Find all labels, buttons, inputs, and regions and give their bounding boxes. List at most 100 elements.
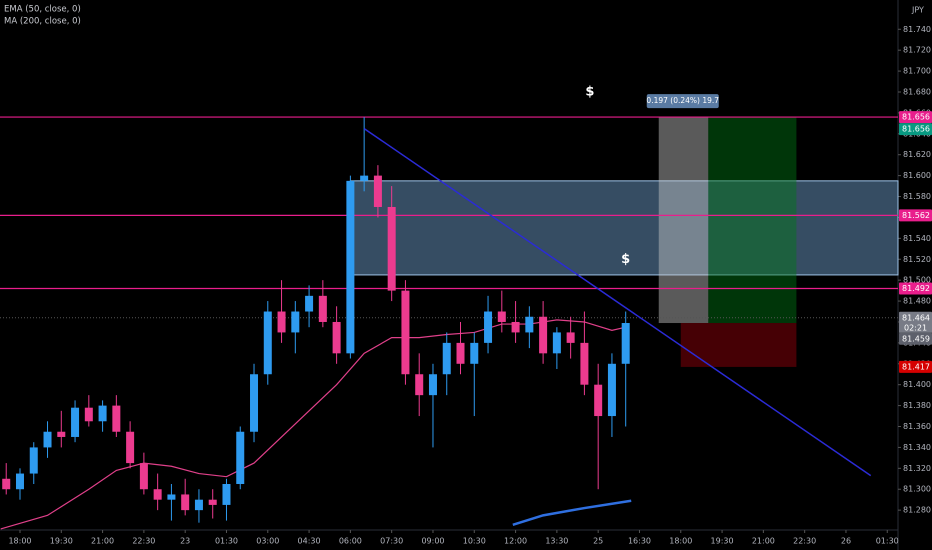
candle-body <box>84 407 93 422</box>
price-tag <box>899 332 932 345</box>
candle-body <box>607 363 616 417</box>
candle-body <box>167 494 176 500</box>
candle-body <box>250 374 259 432</box>
price-tag-label: 81.656 <box>902 125 930 134</box>
candle-body <box>29 447 38 474</box>
countdown: 02:21 <box>904 323 927 332</box>
ema-line <box>0 319 626 530</box>
x-tick-label: 09:00 <box>421 537 444 546</box>
legend-entry: EMA (50, close, 0) <box>4 5 81 15</box>
candle-body <box>387 206 396 291</box>
x-tick-label: 06:00 <box>339 537 362 546</box>
x-tick-label: 07:30 <box>380 537 403 546</box>
y-tick-label: 81.620 <box>903 150 931 159</box>
y-tick-label: 81.380 <box>903 401 931 410</box>
y-tick-label: 81.340 <box>903 443 931 452</box>
marker: $ <box>585 84 594 99</box>
price-tag-label: 81.492 <box>902 284 930 293</box>
y-tick-label: 81.540 <box>903 234 931 243</box>
price-tag <box>899 123 932 136</box>
x-tick-label: 26 <box>841 537 851 546</box>
position-gray <box>658 117 709 324</box>
x-tick-label: 22:30 <box>793 537 816 546</box>
x-tick-label: 01:30 <box>876 537 899 546</box>
price-tag-label: 81.459 <box>902 334 930 343</box>
candle-body <box>566 332 575 343</box>
candle-body <box>98 405 107 422</box>
marker: $ <box>621 252 630 267</box>
candle-body <box>525 316 534 333</box>
candle-body <box>139 463 148 490</box>
countdown-bg <box>899 322 932 333</box>
price-tag <box>899 360 932 373</box>
candle-body <box>373 175 382 207</box>
y-tick-label: 81.680 <box>903 87 931 96</box>
price-tag-label: 81.417 <box>902 362 930 371</box>
x-tick-label: 18:00 <box>8 537 31 546</box>
y-tick-label: 81.580 <box>903 192 931 201</box>
x-tick-label: 22:30 <box>132 537 155 546</box>
position-loss <box>680 323 797 367</box>
y-tick-label: 81.320 <box>903 464 931 473</box>
price-tag <box>899 111 932 124</box>
candle-body <box>552 332 561 354</box>
candle-body <box>305 295 314 312</box>
x-tick-label: 13:30 <box>545 537 568 546</box>
x-tick-label: 25 <box>593 537 603 546</box>
x-tick-label: 21:00 <box>752 537 775 546</box>
candle-body <box>112 405 121 432</box>
y-tick-label: 81.400 <box>903 380 931 389</box>
candle-body <box>346 180 355 354</box>
y-tick-label: 81.740 <box>903 25 931 34</box>
candle-body <box>580 342 589 385</box>
y-tick-label: 81.600 <box>903 171 931 180</box>
candle-body <box>291 311 300 333</box>
candle-body <box>71 407 80 437</box>
y-tick-label: 81.700 <box>903 67 931 76</box>
x-tick-label: 16:30 <box>628 537 651 546</box>
candle-body <box>126 431 135 464</box>
y-tick-label: 81.720 <box>903 46 931 55</box>
candle-body <box>484 311 493 343</box>
x-tick-label: 03:00 <box>256 537 279 546</box>
x-tick-label: 01:30 <box>215 537 238 546</box>
candle-body <box>360 175 369 181</box>
y-tick-label: 81.480 <box>903 297 931 306</box>
x-tick-label: 10:30 <box>463 537 486 546</box>
candle-body <box>456 342 465 364</box>
candle-body <box>470 342 479 364</box>
candle-body <box>43 431 52 448</box>
candle-body <box>318 295 327 322</box>
trendline <box>363 127 872 477</box>
candle-body <box>497 311 506 322</box>
position-profit <box>708 117 797 324</box>
currency: JPY <box>911 6 924 15</box>
zone <box>349 180 899 276</box>
x-tick-label: 21:00 <box>91 537 114 546</box>
legend-entry: MA (200, close, 0) <box>4 17 81 27</box>
candle-body <box>194 499 203 511</box>
candle-body <box>539 316 548 354</box>
price-tag-label: 81.562 <box>902 211 930 220</box>
price-tag-label: 81.464 <box>902 313 930 322</box>
candle-body <box>442 342 451 375</box>
candle-body <box>236 431 245 485</box>
candle-body <box>181 494 190 511</box>
x-tick-label: 12:00 <box>504 537 527 546</box>
candle-body <box>208 499 217 505</box>
x-tick-label: 18:00 <box>669 537 692 546</box>
candle-body <box>401 290 410 375</box>
position-label-bg <box>646 94 719 109</box>
price-tag-label: 81.656 <box>902 113 930 122</box>
candle-body <box>415 374 424 396</box>
candle-body <box>621 323 630 364</box>
price-tag <box>899 209 932 222</box>
x-tick-label: 23 <box>180 537 190 546</box>
y-tick-label: 81.300 <box>903 485 931 494</box>
candle-body <box>263 311 272 375</box>
candle-body <box>428 374 437 396</box>
candle-body <box>153 489 162 500</box>
candle-body <box>332 321 341 354</box>
candle-body <box>57 431 66 437</box>
